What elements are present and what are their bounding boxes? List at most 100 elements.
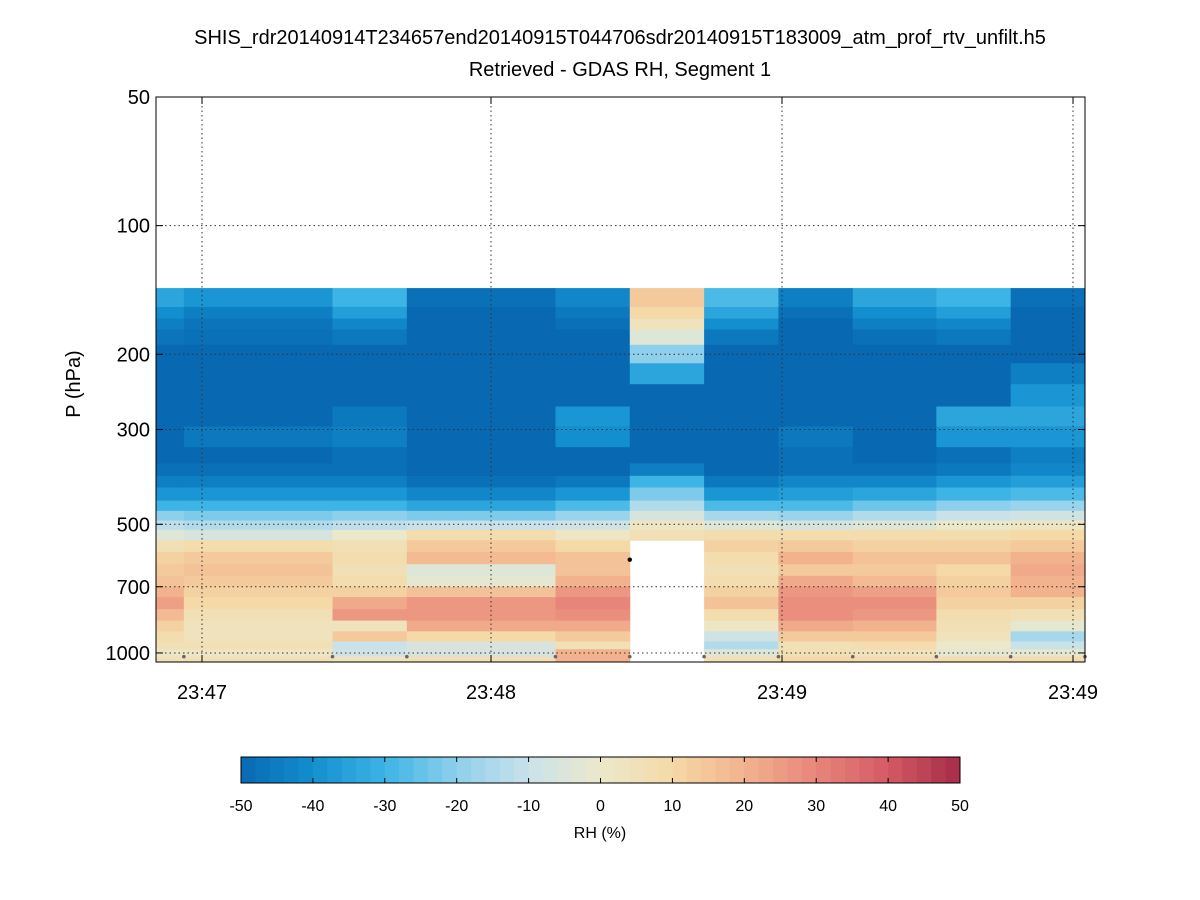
heatmap-cell xyxy=(555,447,631,464)
heatmap-cell xyxy=(332,631,408,642)
colorbar-segment xyxy=(830,757,846,783)
heatmap-cell xyxy=(704,510,779,522)
heatmap-cell xyxy=(936,575,1012,588)
heatmap-cell xyxy=(1010,447,1086,464)
heatmap-cell xyxy=(156,475,185,488)
heatmap-cell xyxy=(183,288,334,308)
colorbar-tick-label: 0 xyxy=(596,798,605,815)
heatmap-cell xyxy=(778,363,854,385)
heatmap-cell xyxy=(852,540,937,553)
heatmap-cell xyxy=(406,575,556,588)
heatmap-cell xyxy=(1010,463,1086,477)
heatmap-cell xyxy=(332,551,408,565)
heatmap-cell xyxy=(1010,487,1086,502)
heatmap-cell xyxy=(778,597,854,610)
y-axis: 50 100 200 300 500 700 1000 xyxy=(106,87,1085,665)
heatmap-cell xyxy=(778,586,854,598)
colorbar-segment xyxy=(672,757,688,783)
heatmap-cell xyxy=(406,510,556,522)
heatmap-cell xyxy=(156,510,185,522)
heatmap-cell xyxy=(852,551,937,565)
heatmap-cell xyxy=(555,329,631,346)
heatmap-cell xyxy=(332,586,408,598)
heatmap-cell xyxy=(629,344,705,364)
heatmap-cell xyxy=(704,656,779,663)
colorbar-label: RH (%) xyxy=(574,825,626,842)
colorbar-segment xyxy=(399,757,414,783)
heatmap-cell xyxy=(156,487,185,502)
heatmap-cell xyxy=(1010,318,1086,330)
heatmap-cell xyxy=(406,475,556,488)
heatmap-cell xyxy=(778,384,854,407)
heatmap-cell xyxy=(704,318,779,330)
heatmap-cell xyxy=(183,500,334,512)
axes-frame xyxy=(155,96,1086,663)
heatmap-cell xyxy=(156,620,185,632)
heatmap-cell xyxy=(704,306,779,320)
heatmap-cell xyxy=(936,487,1012,502)
heatmap-cell xyxy=(1010,575,1086,588)
heatmap-cell xyxy=(183,540,334,553)
colorbar-tick-label: 20 xyxy=(735,798,753,815)
profile-marker xyxy=(182,654,186,659)
heatmap-cell xyxy=(183,406,334,427)
heatmap-cell xyxy=(778,564,854,577)
heatmap-cell xyxy=(183,656,334,663)
heatmap-cell xyxy=(629,288,705,308)
heatmap-cell xyxy=(183,649,334,658)
heatmap-cell xyxy=(555,510,631,522)
heatmap-cell xyxy=(332,575,408,588)
heatmap-cell xyxy=(183,551,334,565)
heatmap-cell xyxy=(852,564,937,577)
heatmap-cell xyxy=(936,529,1012,541)
heatmap-cell xyxy=(332,426,408,448)
colorbar-segment xyxy=(600,757,616,783)
heatmap-cell xyxy=(704,475,779,488)
heatmap-cell xyxy=(332,540,408,553)
heatmap-cell xyxy=(555,575,631,588)
heatmap-cell xyxy=(156,609,185,622)
colorbar-segment xyxy=(427,757,443,783)
heatmap-cell xyxy=(704,329,779,346)
x-tick-label: 23:48 xyxy=(466,682,516,704)
heatmap-cell xyxy=(1010,564,1086,577)
heatmap-cell xyxy=(1010,306,1086,320)
heatmap-cell xyxy=(936,540,1012,553)
heatmap-cell xyxy=(936,384,1012,407)
y-tick-label: 50 xyxy=(128,87,150,109)
heatmap-cell xyxy=(555,586,631,598)
heatmap-cell xyxy=(704,597,779,610)
heatmap-cell xyxy=(629,363,705,385)
heatmap-cell xyxy=(332,344,408,364)
heatmap-cell xyxy=(1010,510,1086,522)
colorbar-segment xyxy=(241,757,256,783)
heatmap-cell xyxy=(852,487,937,502)
y-tick-label: 300 xyxy=(117,420,150,442)
colorbar-segment xyxy=(341,757,357,783)
colorbar-segment xyxy=(499,757,515,783)
heatmap-cell xyxy=(629,510,705,522)
heatmap-cell xyxy=(704,363,779,385)
heatmap-cell xyxy=(852,631,937,642)
colorbar-segment xyxy=(312,757,328,783)
heatmap-cell xyxy=(704,288,779,308)
chart-subtitle: Retrieved - GDAS RH, Segment 1 xyxy=(469,59,771,81)
heatmap-cell xyxy=(183,586,334,598)
heatmap-cell xyxy=(183,620,334,632)
profile-marker xyxy=(934,654,939,659)
colorbar-segment xyxy=(787,757,803,783)
heatmap-cell xyxy=(332,649,408,658)
heatmap-cell xyxy=(156,575,185,588)
heatmap-cell xyxy=(936,500,1012,512)
heatmap-cell xyxy=(936,447,1012,464)
heatmap-cell xyxy=(852,609,937,622)
heatmap-cell xyxy=(629,529,705,541)
heatmap-cell xyxy=(156,406,185,427)
heatmap-cell xyxy=(778,529,854,541)
heatmap-cell xyxy=(778,288,854,308)
heatmap-cell xyxy=(704,540,779,553)
heatmap-cell xyxy=(332,564,408,577)
heatmap-cell xyxy=(936,363,1012,385)
heatmap-cell xyxy=(704,575,779,588)
heatmap-cell xyxy=(704,631,779,642)
